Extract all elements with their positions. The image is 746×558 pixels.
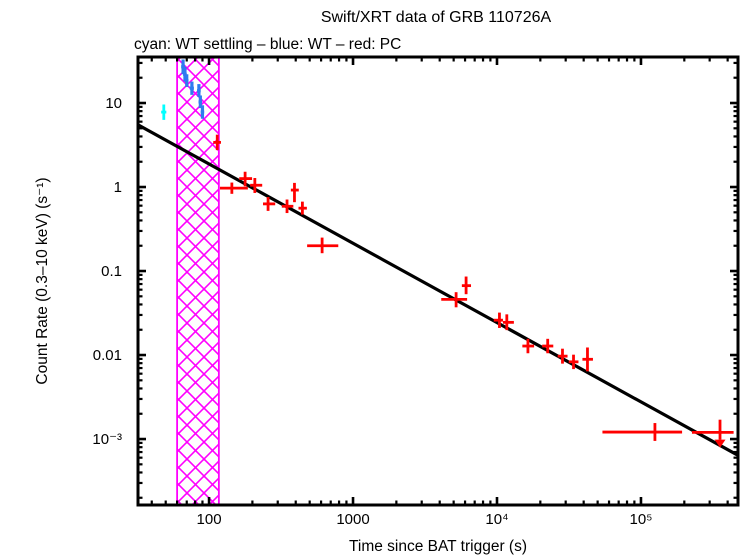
data-point — [441, 292, 468, 308]
data-point — [522, 338, 535, 354]
data-point — [197, 84, 201, 97]
data-point — [161, 104, 167, 120]
y-tick-label: 0.01 — [93, 347, 122, 364]
x-tick-label: 100 — [197, 511, 222, 528]
data-point — [493, 312, 503, 328]
data-point — [502, 314, 514, 331]
tick-labels-layer: 100 1000 10⁴ 10⁵ 10 1 0.1 0.01 10⁻³ — [92, 95, 652, 528]
series-wt-settling — [161, 104, 167, 120]
data-point — [250, 178, 263, 193]
series-pc — [213, 134, 683, 441]
x-tick-label: 1000 — [336, 511, 369, 528]
plot-frame-layer — [136, 55, 740, 507]
fit-line-layer — [137, 123, 739, 457]
down-arrowhead — [714, 439, 726, 448]
data-point — [307, 237, 339, 254]
y-axis-label: Count Rate (0.3–10 keV) (s⁻¹) — [34, 177, 51, 384]
settling-band — [177, 57, 219, 505]
axis-ticks-layer — [138, 57, 738, 505]
data-point — [602, 423, 683, 441]
y-tick-label: 0.1 — [101, 263, 122, 280]
data-point — [568, 354, 579, 370]
data-point — [298, 201, 307, 215]
y-tick-label: 1 — [114, 179, 122, 196]
x-axis-label: Time since BAT trigger (s) — [349, 538, 527, 555]
data-point — [219, 182, 248, 194]
x-tick-label: 10⁴ — [485, 511, 508, 528]
pc-upper-limit — [691, 419, 734, 448]
data-point — [281, 199, 294, 214]
data-point — [542, 338, 554, 354]
data-point — [184, 74, 189, 88]
data-point — [290, 182, 299, 203]
plot-subtitle: cyan: WT settling – blue: WT – red: PC — [134, 36, 401, 53]
y-tick-label: 10⁻³ — [92, 431, 122, 448]
data-point — [263, 197, 276, 211]
data-series-layer — [161, 59, 734, 448]
data-point — [461, 276, 472, 295]
data-point — [189, 81, 194, 95]
plot-frame — [136, 55, 740, 507]
data-point — [198, 95, 203, 109]
data-point — [200, 105, 205, 119]
series-wt — [181, 59, 205, 119]
data-point — [213, 134, 221, 151]
settling-band-layer — [176, 57, 220, 505]
data-point — [557, 348, 568, 364]
fit-line — [137, 123, 739, 457]
data-point — [582, 347, 593, 372]
y-tick-label: 10 — [105, 95, 122, 112]
plot-title: Swift/XRT data of GRB 110726A — [321, 9, 552, 26]
x-tick-label: 10⁵ — [630, 511, 653, 528]
data-point — [239, 171, 253, 187]
